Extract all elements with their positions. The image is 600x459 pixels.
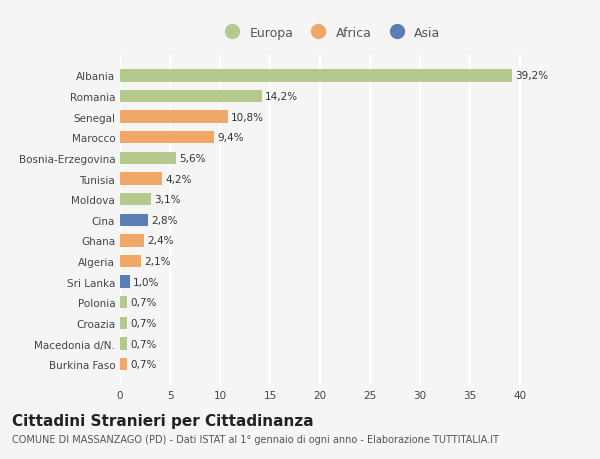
Bar	[120, 338, 127, 350]
Bar	[120, 132, 214, 144]
Text: 3,1%: 3,1%	[154, 195, 181, 205]
Bar	[120, 111, 228, 123]
Text: 2,8%: 2,8%	[151, 215, 178, 225]
Text: 2,4%: 2,4%	[147, 236, 173, 246]
Text: 1,0%: 1,0%	[133, 277, 160, 287]
Text: 2,1%: 2,1%	[144, 257, 170, 267]
Bar	[120, 152, 176, 165]
Text: 0,7%: 0,7%	[130, 359, 157, 369]
Text: 5,6%: 5,6%	[179, 154, 205, 163]
Text: 9,4%: 9,4%	[217, 133, 244, 143]
Text: 0,7%: 0,7%	[130, 318, 157, 328]
Text: 0,7%: 0,7%	[130, 297, 157, 308]
Text: 4,2%: 4,2%	[165, 174, 191, 184]
Bar	[120, 70, 512, 83]
Bar	[120, 255, 141, 268]
Text: 14,2%: 14,2%	[265, 92, 298, 102]
Text: COMUNE DI MASSANZAGO (PD) - Dati ISTAT al 1° gennaio di ogni anno - Elaborazione: COMUNE DI MASSANZAGO (PD) - Dati ISTAT a…	[12, 434, 499, 444]
Bar	[120, 91, 262, 103]
Bar	[120, 173, 162, 185]
Text: 39,2%: 39,2%	[515, 71, 548, 81]
Bar	[120, 214, 148, 226]
Text: 0,7%: 0,7%	[130, 339, 157, 349]
Bar	[120, 297, 127, 309]
Bar	[120, 276, 130, 288]
Bar	[120, 358, 127, 370]
Text: Cittadini Stranieri per Cittadinanza: Cittadini Stranieri per Cittadinanza	[12, 413, 314, 428]
Bar	[120, 235, 144, 247]
Bar	[120, 317, 127, 330]
Bar	[120, 194, 151, 206]
Legend: Europa, Africa, Asia: Europa, Africa, Asia	[215, 22, 445, 45]
Text: 10,8%: 10,8%	[231, 112, 264, 123]
